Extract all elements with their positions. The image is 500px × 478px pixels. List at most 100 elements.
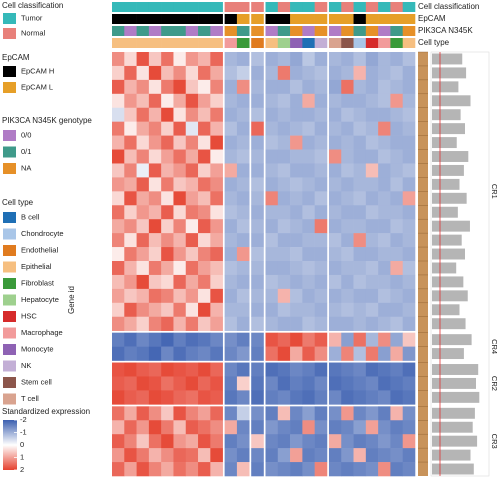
annotation-cell xyxy=(112,26,125,36)
heatmap-cell xyxy=(365,219,379,234)
heatmap-cell xyxy=(224,52,238,67)
heatmap-cell xyxy=(314,163,328,178)
heatmap-cell xyxy=(112,233,125,248)
annotation-cell xyxy=(161,26,174,36)
row-bar xyxy=(432,95,471,107)
heatmap-cell xyxy=(224,332,238,347)
heatmap-cell xyxy=(402,135,416,150)
heatmap-cell xyxy=(136,462,150,477)
heatmap-cell xyxy=(251,177,264,192)
heatmap-cell xyxy=(210,420,223,435)
heatmap-cell xyxy=(277,302,291,318)
heatmap-cell xyxy=(124,434,137,449)
legend-title: EpCAM xyxy=(2,53,30,62)
heatmap-cell xyxy=(302,316,315,331)
heatmap-cell xyxy=(353,247,367,262)
heatmap-cell xyxy=(378,205,391,220)
heatmap-cell xyxy=(302,406,315,421)
heatmap-cell xyxy=(224,205,238,220)
heatmap-cell xyxy=(277,219,291,234)
legend-label: Monocyte xyxy=(21,344,54,353)
legend-label: EpCAM L xyxy=(21,82,53,91)
heatmap-cell xyxy=(378,406,391,421)
heatmap-cell xyxy=(277,406,291,421)
heatmap-cell xyxy=(402,462,416,477)
heatmap-cell xyxy=(290,420,303,435)
heatmap-cell xyxy=(277,316,291,331)
heatmap-cell xyxy=(314,65,328,81)
heatmap-cell xyxy=(390,302,404,318)
heatmap-cell xyxy=(251,316,264,331)
annotation-cell xyxy=(112,38,125,48)
heatmap-cell xyxy=(390,448,404,463)
heatmap-cell xyxy=(112,288,125,304)
heatmap-cell xyxy=(314,274,328,290)
heatmap-cell xyxy=(224,316,238,331)
heatmap-cell xyxy=(251,261,264,276)
heatmap-cell xyxy=(136,177,150,192)
heatmap-cell xyxy=(341,316,354,331)
heatmap-cell xyxy=(365,316,379,331)
heatmap-cell xyxy=(124,316,137,331)
heatmap-cell xyxy=(390,261,404,276)
heatmap-cell xyxy=(290,261,303,276)
annotation-cell xyxy=(328,14,342,24)
legend-swatch xyxy=(3,360,16,372)
heatmap-cell xyxy=(290,205,303,220)
row-bar xyxy=(432,178,460,190)
heatmap-cell xyxy=(353,390,367,405)
heatmap-cell xyxy=(378,448,391,463)
heatmap-cell xyxy=(365,302,379,318)
heatmap-cell xyxy=(390,376,404,391)
annotation-cell xyxy=(173,38,187,48)
heatmap-cell xyxy=(173,406,187,421)
legend-title: Cell classification xyxy=(2,1,63,10)
colorbar-tick-label: -2 xyxy=(20,415,27,424)
heatmap-cell xyxy=(302,135,315,150)
heatmap-cell xyxy=(328,135,342,150)
annotation-cell xyxy=(290,2,303,12)
heatmap-cell xyxy=(378,332,391,347)
heatmap-cell xyxy=(328,121,342,136)
row-bar xyxy=(432,123,465,135)
heatmap-cell xyxy=(224,376,238,391)
heatmap-cell xyxy=(198,191,211,206)
heatmap-cell xyxy=(112,247,125,262)
heatmap-cell xyxy=(236,163,250,178)
heatmap-cell xyxy=(402,121,416,136)
heatmap-cell xyxy=(341,448,354,463)
heatmap-cell xyxy=(112,65,125,81)
heatmap-cell xyxy=(173,316,187,331)
heatmap-cell xyxy=(265,107,279,122)
heatmap-cell xyxy=(302,332,315,347)
heatmap-cell xyxy=(185,79,199,95)
heatmap-cell xyxy=(277,390,291,405)
legend-swatch xyxy=(3,377,16,388)
colorbar-title: Standardized expression xyxy=(2,407,90,416)
heatmap-cell xyxy=(251,233,264,248)
heatmap-cell xyxy=(353,65,367,81)
legend-label: T cell xyxy=(21,394,39,403)
heatmap-cell xyxy=(341,107,354,122)
heatmap-cell xyxy=(148,65,162,81)
heatmap-cell xyxy=(251,107,264,122)
annotation-cell xyxy=(173,2,187,12)
heatmap-cell xyxy=(148,135,162,150)
heatmap-cell xyxy=(353,434,367,449)
colorbar-tick-label: 1 xyxy=(20,452,24,461)
heatmap-cell xyxy=(136,219,150,234)
heatmap-cell xyxy=(378,302,391,318)
heatmap-cell xyxy=(173,462,187,477)
heatmap-cell xyxy=(185,177,199,192)
heatmap-cell xyxy=(112,93,125,109)
heatmap-cell xyxy=(112,346,125,361)
annotation-cell xyxy=(353,14,367,24)
heatmap-cell xyxy=(185,448,199,463)
heatmap-cell xyxy=(173,233,187,248)
heatmap-cell xyxy=(302,448,315,463)
row-bar xyxy=(432,435,478,447)
heatmap-cell xyxy=(402,191,416,206)
heatmap-cell xyxy=(341,121,354,136)
legend-label: Endothelial xyxy=(21,245,58,254)
heatmap-cell xyxy=(353,448,367,463)
